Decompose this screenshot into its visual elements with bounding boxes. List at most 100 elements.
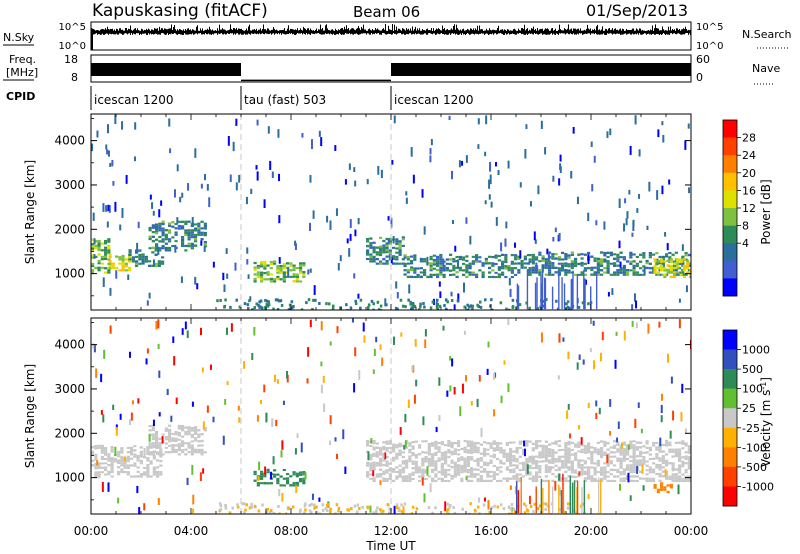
velocity-cell xyxy=(629,479,633,483)
power-cell xyxy=(118,256,122,259)
velocity-speckle xyxy=(422,416,425,426)
velocity-cell xyxy=(440,473,444,476)
power-speckle xyxy=(380,169,383,179)
power-cell xyxy=(684,251,688,255)
velocity-speckle xyxy=(478,375,481,382)
power-speckle xyxy=(146,300,149,306)
power-near-cell xyxy=(238,305,242,309)
power-cell xyxy=(107,238,111,241)
power-cell xyxy=(596,273,600,276)
power-cell xyxy=(144,260,148,263)
power-speckle xyxy=(277,129,280,138)
power-near-cell xyxy=(372,302,375,306)
velocity-cell xyxy=(411,453,415,457)
velocity-cell xyxy=(687,460,691,463)
power-speckle xyxy=(223,284,226,293)
power-cell xyxy=(629,254,633,257)
power-cell xyxy=(648,271,652,274)
power-cell xyxy=(392,255,396,258)
power-cell xyxy=(613,253,617,256)
power-speckle xyxy=(312,210,315,219)
velocity-speckle xyxy=(680,412,683,422)
power-cell xyxy=(155,223,159,226)
velocity-cell xyxy=(580,464,584,467)
velocity-cell xyxy=(600,477,604,480)
freq-trace xyxy=(91,63,691,82)
velocity-cell xyxy=(665,475,669,478)
power-cell xyxy=(603,260,607,263)
power-cell xyxy=(413,258,417,261)
power-cell xyxy=(203,222,207,225)
power-cell xyxy=(507,266,511,270)
velocity-speckle xyxy=(184,321,187,330)
velocity-cell xyxy=(544,464,548,467)
velocity-near-cell xyxy=(303,511,306,514)
power-cell xyxy=(642,252,646,255)
power-speckle xyxy=(179,196,182,203)
velocity-cell xyxy=(181,424,185,428)
velocity-cell xyxy=(678,457,682,460)
power-near-cell xyxy=(577,305,581,309)
power-cell xyxy=(445,266,449,270)
velocity-cell xyxy=(184,442,188,445)
power-cell xyxy=(564,268,568,272)
velocity-cell xyxy=(369,466,373,469)
velocity-cell xyxy=(561,448,565,451)
power-near-cell xyxy=(419,305,422,309)
velocity-cell xyxy=(596,453,600,456)
velocity-cell xyxy=(567,454,571,457)
velocity-cell xyxy=(197,451,201,454)
power-speckle xyxy=(451,219,454,224)
power-cell xyxy=(263,262,267,266)
velocity-cell xyxy=(609,455,613,458)
velocity-near-cell xyxy=(241,502,244,506)
power-cell xyxy=(663,269,667,272)
power-cell xyxy=(663,267,667,270)
velocity-cell xyxy=(626,464,630,467)
velocity-cell xyxy=(117,459,121,462)
velocity-cell xyxy=(372,440,376,443)
velocity-cell xyxy=(437,457,441,460)
velocity-cell xyxy=(609,446,613,449)
velocity-speckle xyxy=(614,359,617,369)
velocity-cell xyxy=(486,479,490,483)
velocity-cell xyxy=(408,460,412,463)
power-cell xyxy=(190,247,194,250)
power-cell xyxy=(91,247,95,250)
velocity-cell xyxy=(652,441,656,445)
velocity-cell xyxy=(444,457,448,460)
power-cell xyxy=(531,253,535,256)
velocity-cell xyxy=(600,451,604,454)
power-cell xyxy=(174,231,178,234)
velocity-cell xyxy=(421,475,425,478)
velocity-near-cell xyxy=(395,503,399,507)
power-speckle xyxy=(174,244,177,253)
power-cell xyxy=(455,275,459,279)
velocity-cell xyxy=(570,466,574,470)
power-cell xyxy=(682,258,686,261)
velocity-cell xyxy=(100,455,104,458)
velocity-cell xyxy=(164,427,168,430)
velocity-cell xyxy=(483,468,487,471)
velocity-cell xyxy=(440,480,444,483)
velocity-cell xyxy=(427,451,431,454)
power-cell xyxy=(596,268,600,272)
power-near-cell xyxy=(276,308,280,310)
power-cell xyxy=(388,249,392,252)
power-cell xyxy=(107,240,111,243)
power-cell xyxy=(520,264,524,267)
velocity-cell xyxy=(515,447,519,450)
power-speckle xyxy=(490,201,493,208)
power-cell xyxy=(436,264,440,267)
velocity-cell xyxy=(431,470,435,474)
power-cell xyxy=(655,252,659,255)
power-cell xyxy=(385,237,389,241)
velocity-speckle xyxy=(271,418,274,427)
velocity-cell xyxy=(687,477,691,480)
power-speckle xyxy=(533,231,536,241)
power-cell xyxy=(154,262,158,265)
velocity-speckle xyxy=(158,370,161,378)
velocity-cell xyxy=(570,453,574,456)
velocity-cell xyxy=(652,468,656,471)
power-cell xyxy=(121,266,125,269)
